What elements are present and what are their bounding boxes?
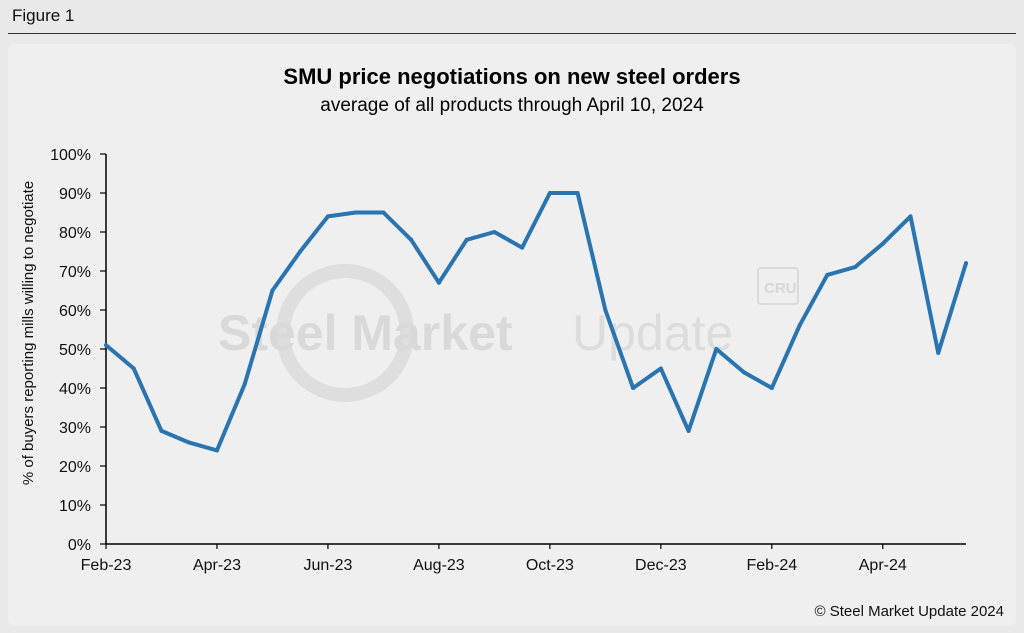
y-tick-label: 70% [59,264,91,281]
data-point [104,343,108,348]
chart-subtitle: average of all products through April 10… [320,95,704,116]
header-divider [8,33,1016,34]
y-tick-label: 50% [59,342,91,359]
data-point [131,366,136,371]
data-point [603,308,608,312]
y-tick-label: 0% [68,537,91,554]
x-ticks: Feb-23 Apr-23 Jun-23 Aug-23 Oct-23 Dec-23 Feb-… [81,544,907,574]
y-axis-label: % of buyers reporting mills willing to n… [20,181,37,485]
chart-panel [8,44,1016,626]
watermark-badge-text: CRU [764,280,797,297]
data-point [214,448,219,453]
data-point [270,288,275,293]
watermark-badge [757,267,799,305]
y-tick-label: 60% [59,303,91,320]
data-point [964,261,968,266]
data-point [936,350,941,355]
x-tick-label: Feb-24 [746,557,797,574]
x-tick-label: Jun-23 [303,557,352,574]
data-point [520,245,525,250]
watermark: Steel Market Update CRU [218,264,799,402]
series-line [104,191,968,453]
copyright-notice: © Steel Market Update 2024 [815,603,1005,620]
x-tick-label: Dec-23 [635,557,687,574]
data-point [436,280,441,285]
y-tick-label: 90% [59,186,91,203]
series-points [104,191,968,453]
data-point [825,272,830,277]
y-tick-label: 30% [59,420,91,437]
data-point [742,370,747,375]
x-tick-label: Feb-23 [81,557,132,574]
data-point [159,428,164,433]
data-point [298,249,303,254]
x-tick-label: Apr-23 [193,557,241,574]
data-point [686,428,691,433]
data-point [381,210,386,215]
data-point [409,237,414,242]
data-point [547,191,552,195]
data-point [631,386,636,390]
watermark-logo-ring [276,264,414,402]
data-point [769,386,774,390]
y-tick-label: 100% [50,147,91,164]
data-point [353,210,358,215]
data-point [464,237,469,242]
y-ticks: 0% 10% 20% 30% 40% 50% 60% 70% 80% 90% 100% [50,147,106,554]
data-point [797,323,802,328]
x-tick-label: Oct-23 [526,557,574,574]
y-tick-label: 40% [59,381,91,398]
watermark-text-light: Update [572,305,733,361]
y-tick-label: 20% [59,459,91,476]
data-point [714,347,719,351]
data-point [575,191,580,195]
figure-label: Figure 1 [12,6,75,25]
data-point [325,214,330,219]
data-point [658,366,663,371]
data-point [242,382,247,387]
y-tick-label: 80% [59,225,91,242]
watermark-text-bold: Steel Market [218,305,513,361]
data-point [492,230,497,234]
data-point [853,265,858,270]
y-tick-label: 10% [59,498,91,515]
x-tick-label: Apr-24 [859,557,907,574]
data-point [187,440,192,445]
data-point [908,214,913,219]
data-point [880,241,885,246]
chart-title: SMU price negotiations on new steel orde… [283,64,740,89]
x-tick-label: Aug-23 [413,557,465,574]
